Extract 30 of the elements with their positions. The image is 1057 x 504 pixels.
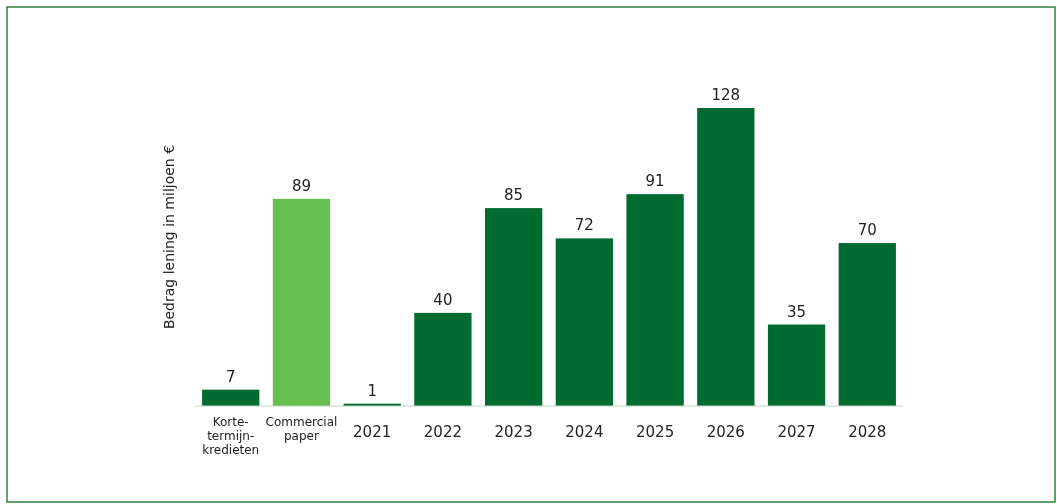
x-tick-label: 2021 [353,423,392,441]
data-label: 89 [291,176,311,195]
x-tick-label: 2028 [848,423,887,441]
bar [626,194,684,406]
data-label: 72 [574,216,594,235]
data-label: 35 [787,302,807,321]
data-label: 40 [433,290,453,309]
y-axis-title: Bedrag lening in miljoen € [161,144,177,330]
bar [838,243,896,406]
bar [484,208,543,406]
data-label: 128 [711,86,741,104]
bar [202,389,260,406]
x-tick-label: 2024 [565,423,604,441]
data-label: 91 [645,172,665,191]
data-label: 70 [857,221,877,240]
x-tick-label: 2027 [777,423,816,441]
bar [697,108,755,406]
bar [555,238,614,406]
data-label: 1 [367,381,377,400]
x-tick-label: Commercial paper [265,415,338,443]
data-label: 85 [504,186,524,205]
x-tick-label: Korte- termijn- kredieten [202,415,260,457]
x-tick-label: 2022 [423,423,462,441]
data-label: 7 [225,367,236,386]
bar [767,324,826,406]
x-tick-label: 2025 [636,423,675,441]
x-tick-label: 2023 [494,423,533,441]
bar [272,198,331,406]
bar [414,312,472,406]
x-tick-label: 2026 [706,423,745,441]
